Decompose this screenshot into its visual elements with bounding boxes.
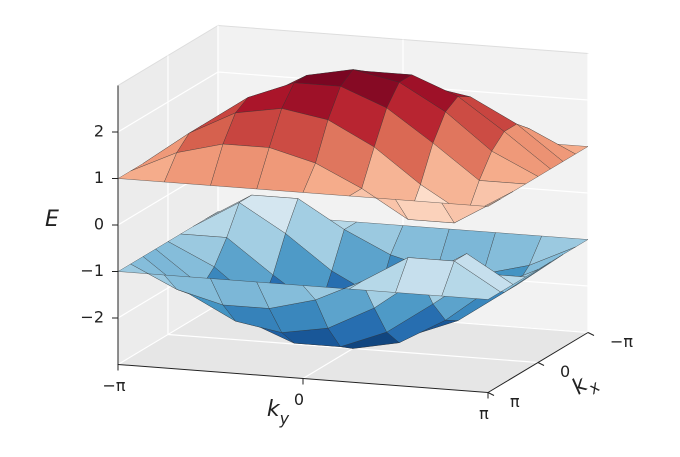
- axis-line: [487, 332, 589, 393]
- z-tick-label: 2: [94, 122, 104, 141]
- axis-line: [117, 364, 489, 393]
- y-axis-label-sub: y: [279, 409, 290, 428]
- labels: −2 −1 0 1 2 −π 0 π −π 0 π: [80, 85, 633, 423]
- x-tick-label: −π: [610, 332, 633, 351]
- surface-patch: [441, 198, 501, 224]
- z-axis-label: E: [45, 207, 59, 232]
- x-tick-label: π: [510, 392, 520, 411]
- y-tick-label: 0: [294, 390, 304, 409]
- z-tick-label: 0: [94, 215, 104, 234]
- x-axis-label: kx: [567, 367, 603, 405]
- z-tick-label: −2: [80, 308, 104, 327]
- x-tick: [537, 362, 545, 366]
- y-axis-label-base: k: [267, 397, 281, 422]
- y-tick-label: −π: [102, 376, 125, 395]
- y-axis-label: ky: [267, 397, 290, 428]
- x-tick-label: 0: [560, 362, 570, 381]
- x-tick: [587, 332, 595, 336]
- z-tick-label: 1: [94, 168, 104, 187]
- y-tick-label: π: [479, 404, 489, 423]
- z-tick-label: −1: [80, 261, 104, 280]
- surface-patch: [441, 260, 501, 300]
- surface: [117, 69, 589, 349]
- x-tick: [487, 392, 495, 396]
